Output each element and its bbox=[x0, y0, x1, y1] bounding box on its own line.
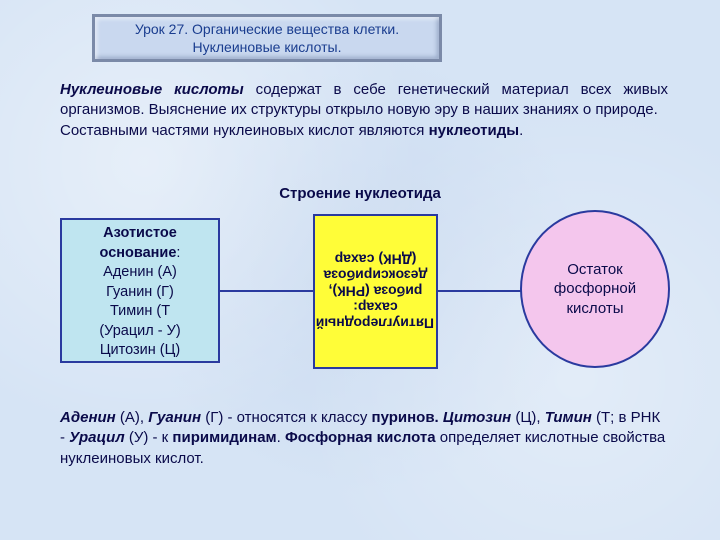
base-sep: : bbox=[176, 245, 180, 261]
sugar-box: Пятиуглеродный сахар: рибоза (РНК), дезо… bbox=[313, 214, 438, 369]
bt-15: Фосфорная кислота bbox=[285, 429, 436, 446]
lesson-title-text: Урок 27. Органические вещества клетки. Н… bbox=[135, 20, 399, 56]
sugar-sep: : bbox=[353, 300, 358, 316]
bt-14: . bbox=[277, 429, 285, 446]
sugar-line2: дезоксирибоза (ДНК) сахар bbox=[324, 251, 428, 283]
base-header: Азотистое основание bbox=[100, 225, 177, 261]
bt-2: (А), bbox=[116, 409, 149, 426]
connector-2 bbox=[438, 290, 523, 292]
base-line-4: Цитозин (Ц) bbox=[100, 342, 180, 358]
nucleotide-diagram: Азотистое основание: Аденин (А) Гуанин (… bbox=[60, 210, 668, 390]
phosphate-circle: Остаток фосфорной кислоты bbox=[520, 210, 670, 368]
bt-5: пуринов. bbox=[372, 409, 439, 426]
base-line-2: Тимин (Т bbox=[110, 303, 170, 319]
sugar-inner: Пятиуглеродный сахар: рибоза (РНК), дезо… bbox=[317, 251, 434, 331]
intro-lead: Нуклеиновые кислоты bbox=[60, 81, 244, 98]
title-line2: Нуклеиновые кислоты. bbox=[193, 39, 342, 55]
bt-3: Гуанин bbox=[148, 409, 201, 426]
phosphate-text: Остаток фосфорной кислоты bbox=[532, 260, 658, 319]
intro-part2-prefix: Составными частями нуклеиновых кислот яв… bbox=[60, 122, 429, 139]
sugar-header: Пятиуглеродный сахар bbox=[316, 300, 434, 332]
intro-part2-suffix: . bbox=[519, 122, 523, 139]
bt-9: Тимин bbox=[545, 409, 592, 426]
diagram-subtitle: Строение нуклеотида bbox=[0, 185, 720, 202]
base-box: Азотистое основание: Аденин (А) Гуанин (… bbox=[60, 218, 220, 363]
intro-part2-bold: нуклеотиды bbox=[429, 122, 519, 139]
bt-13: пиримидинам bbox=[172, 429, 276, 446]
base-line-1: Гуанин (Г) bbox=[106, 284, 174, 300]
bt-8: (Ц), bbox=[511, 409, 545, 426]
base-line-0: Аденин (А) bbox=[103, 264, 177, 280]
bottom-paragraph: Аденин (А), Гуанин (Г) - относятся к кла… bbox=[60, 408, 668, 469]
sugar-line1: рибоза (РНК), bbox=[329, 284, 423, 300]
bt-7: Цитозин bbox=[443, 409, 511, 426]
bt-4: (Г) - относятся к классу bbox=[201, 409, 371, 426]
title-line1: Урок 27. Органические вещества клетки. bbox=[135, 21, 399, 37]
connector-1 bbox=[220, 290, 315, 292]
bt-11: Урацил bbox=[69, 429, 124, 446]
intro-paragraph: Нуклеиновые кислоты содержат в себе гене… bbox=[60, 80, 668, 141]
bt-12: (У) - к bbox=[125, 429, 173, 446]
base-line-3: (Урацил - У) bbox=[99, 323, 180, 339]
lesson-title-box: Урок 27. Органические вещества клетки. Н… bbox=[92, 14, 442, 62]
bt-1: Аденин bbox=[60, 409, 116, 426]
